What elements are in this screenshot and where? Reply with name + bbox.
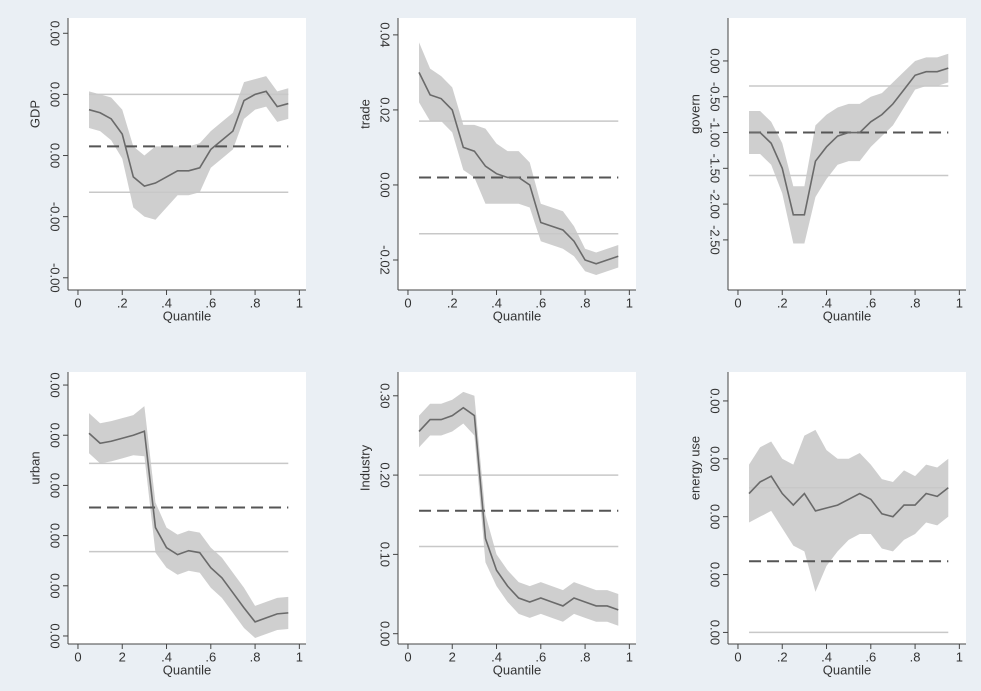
confidence-band [89, 76, 289, 220]
confidence-band [749, 429, 949, 592]
y-tick-label: 0.00 [708, 620, 723, 645]
x-tick-label: 2 [119, 649, 126, 664]
x-axis-label: Quantile [823, 308, 871, 323]
quantile-line [418, 406, 619, 611]
y-tick-label: 0.20 [378, 462, 393, 487]
x-tick-label: .4 [161, 295, 172, 310]
x-tick-label: .8 [250, 295, 261, 310]
quantile-line [748, 475, 949, 518]
x-tick-label: 2 [449, 649, 456, 664]
x-tick-label: 1 [296, 649, 303, 664]
y-axis-label: trade [357, 99, 372, 129]
y-tick-label: 0.00 [48, 573, 63, 598]
confidence-band [419, 391, 619, 626]
y-tick-label: -0.02 [378, 245, 393, 275]
x-axis-label: Quantile [493, 308, 541, 323]
x-tick-label: .4 [821, 649, 832, 664]
x-tick-label: .6 [535, 295, 546, 310]
x-tick-label: .2 [447, 295, 458, 310]
y-tick-label: -2.50 [708, 225, 723, 255]
y-tick-label: 0.00 [378, 621, 393, 646]
x-tick-label: .4 [821, 295, 832, 310]
y-tick-label: 0.30 [378, 383, 393, 408]
y-tick-label: -1.00 [708, 118, 723, 148]
x-tick-label: .2 [777, 649, 788, 664]
x-tick-label: .8 [580, 649, 591, 664]
y-tick-label: 0.04 [378, 22, 393, 47]
confidence-band [749, 53, 949, 244]
y-tick-label: -0.50 [708, 82, 723, 112]
x-tick-label: .4 [161, 649, 172, 664]
y-axis-label: urban [27, 451, 42, 484]
y-tick-label: 0.00 [48, 372, 63, 397]
y-tick-label: 0.00 [48, 423, 63, 448]
x-tick-label: .4 [491, 295, 502, 310]
x-tick-label: .8 [910, 295, 921, 310]
x-tick-label: .2 [777, 295, 788, 310]
x-tick-label: .8 [580, 295, 591, 310]
x-axis-label: Quantile [823, 662, 871, 677]
x-tick-label: .8 [250, 649, 261, 664]
y-tick-label: 0.00 [378, 172, 393, 197]
quantile-line [88, 90, 289, 187]
y-tick-label: 0.00 [48, 473, 63, 498]
x-tick-label: 0 [74, 649, 81, 664]
x-tick-label: .6 [865, 649, 876, 664]
y-axis-label: Industry [357, 444, 372, 491]
quantile-line [749, 67, 949, 216]
y-tick-label: -0.00 [48, 263, 63, 293]
x-tick-label: .6 [865, 295, 876, 310]
x-tick-label: 0 [404, 295, 411, 310]
y-axis-label: energy use [687, 436, 702, 500]
x-tick-label: 0 [734, 649, 741, 664]
x-tick-label: 1 [956, 649, 963, 664]
x-axis-label: Quantile [163, 662, 211, 677]
confidence-band [419, 42, 619, 275]
y-tick-label: 0.10 [378, 542, 393, 567]
x-tick-label: 1 [626, 649, 633, 664]
x-tick-label: 1 [956, 295, 963, 310]
quantile-line [418, 72, 619, 265]
confidence-band [89, 406, 289, 638]
y-tick-label: -0.00 [48, 202, 63, 232]
y-tick-label: 0.00 [48, 21, 63, 46]
y-tick-label: 0.00 [48, 523, 63, 548]
x-tick-label: 1 [296, 295, 303, 310]
x-tick-label: 0 [74, 295, 81, 310]
y-tick-label: 0.00 [708, 388, 723, 413]
y-tick-label: 0.00 [48, 82, 63, 107]
y-tick-label: 0.02 [378, 97, 393, 122]
y-axis-label: GDP [27, 100, 42, 128]
y-tick-label: 0.00 [48, 143, 63, 168]
x-tick-label: 0 [404, 649, 411, 664]
y-tick-label: -2.00 [708, 189, 723, 219]
x-tick-label: .6 [205, 649, 216, 664]
x-tick-label: 1 [626, 295, 633, 310]
x-tick-label: .4 [491, 649, 502, 664]
x-tick-label: .6 [205, 295, 216, 310]
quantile-line [88, 430, 289, 623]
x-tick-label: .6 [535, 649, 546, 664]
x-axis-label: Quantile [163, 308, 211, 323]
y-tick-label: 0.00 [708, 48, 723, 73]
y-tick-label: 0.00 [708, 562, 723, 587]
y-axis-label: govern [687, 94, 702, 134]
y-tick-label: 0.00 [708, 446, 723, 471]
y-tick-label: -1.50 [708, 153, 723, 183]
y-tick-label: 0.00 [708, 504, 723, 529]
x-tick-label: .2 [117, 295, 128, 310]
x-axis-label: Quantile [493, 662, 541, 677]
y-tick-label: 0.00 [48, 623, 63, 648]
x-tick-label: .8 [910, 649, 921, 664]
x-tick-label: 0 [734, 295, 741, 310]
